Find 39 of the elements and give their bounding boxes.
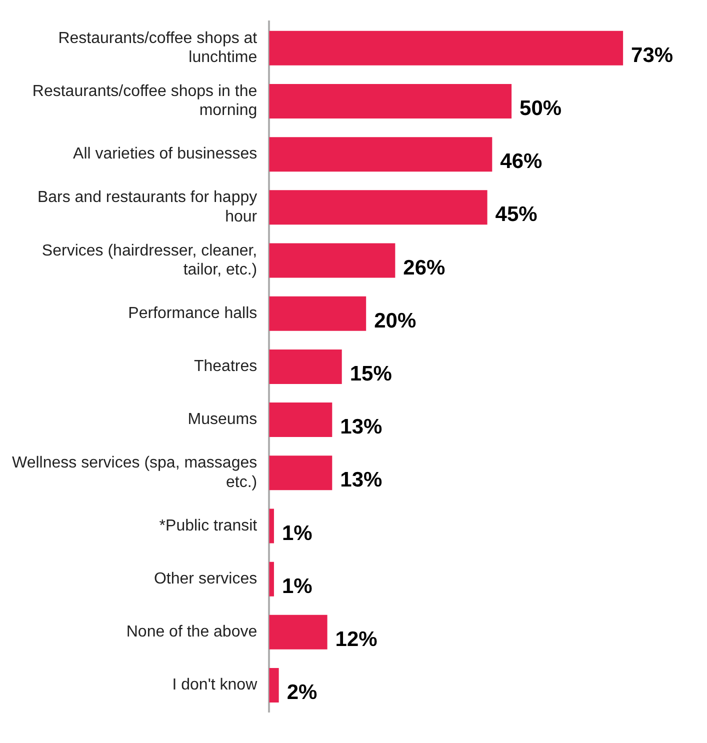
bar — [269, 296, 366, 331]
y-tick-label: Theatres — [194, 358, 258, 376]
bar — [269, 84, 512, 118]
data-label: 26% — [403, 256, 446, 280]
y-tick-label: Wellness services (spa, massages etc.) — [12, 454, 258, 491]
bar — [269, 190, 488, 225]
data-label: 1% — [282, 574, 313, 598]
data-label: 13% — [340, 468, 383, 492]
y-tick-label: Restaurants/coffee shops at lunchtime — [58, 30, 258, 66]
data-label: 46% — [500, 150, 543, 174]
data-label: 20% — [374, 309, 416, 332]
bar — [269, 137, 492, 172]
data-label: 50% — [520, 97, 562, 120]
bar — [269, 668, 279, 703]
y-tick-label: Museums — [188, 411, 258, 428]
data-label: 1% — [282, 522, 313, 545]
bar — [269, 562, 274, 596]
y-tick-label: Other services — [154, 570, 258, 588]
y-tick-label: *Public transit — [159, 517, 258, 534]
y-tick-label: None of the above — [126, 624, 258, 641]
data-label: 2% — [286, 681, 318, 704]
data-label: 73% — [631, 44, 674, 67]
bar — [269, 402, 332, 438]
bar — [269, 508, 274, 544]
data-label: 45% — [495, 203, 538, 226]
data-label: 15% — [350, 362, 392, 386]
y-tick-label: Restaurants/coffee shops in the morning — [32, 83, 258, 120]
bar — [269, 30, 624, 66]
y-tick-label: Bars and restaurants for happy hour — [37, 189, 258, 226]
y-tick-label: All varieties of businesses — [73, 146, 258, 163]
bar — [269, 614, 328, 650]
bar — [269, 243, 396, 278]
y-tick-label: I don't know — [172, 676, 258, 694]
data-label: 12% — [335, 628, 378, 651]
data-label: 13% — [340, 416, 383, 439]
y-tick-label: Services (hairdresser, cleaner, tailor, etc.) — [42, 242, 258, 279]
bar — [269, 349, 342, 384]
y-tick-label: Performance halls — [128, 305, 258, 322]
bar — [269, 456, 332, 490]
